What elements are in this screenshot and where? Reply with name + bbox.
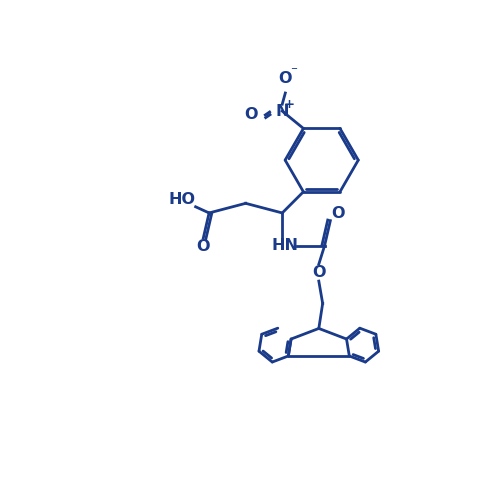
Text: HN: HN (272, 238, 299, 253)
Text: O: O (244, 108, 258, 122)
Text: O: O (332, 206, 345, 221)
Text: O: O (312, 265, 326, 280)
Text: ⁻: ⁻ (290, 65, 298, 78)
Text: +: + (284, 98, 294, 110)
Text: O: O (196, 239, 210, 254)
Text: O: O (278, 71, 292, 86)
Text: N: N (276, 104, 289, 118)
Text: HO: HO (168, 192, 196, 207)
